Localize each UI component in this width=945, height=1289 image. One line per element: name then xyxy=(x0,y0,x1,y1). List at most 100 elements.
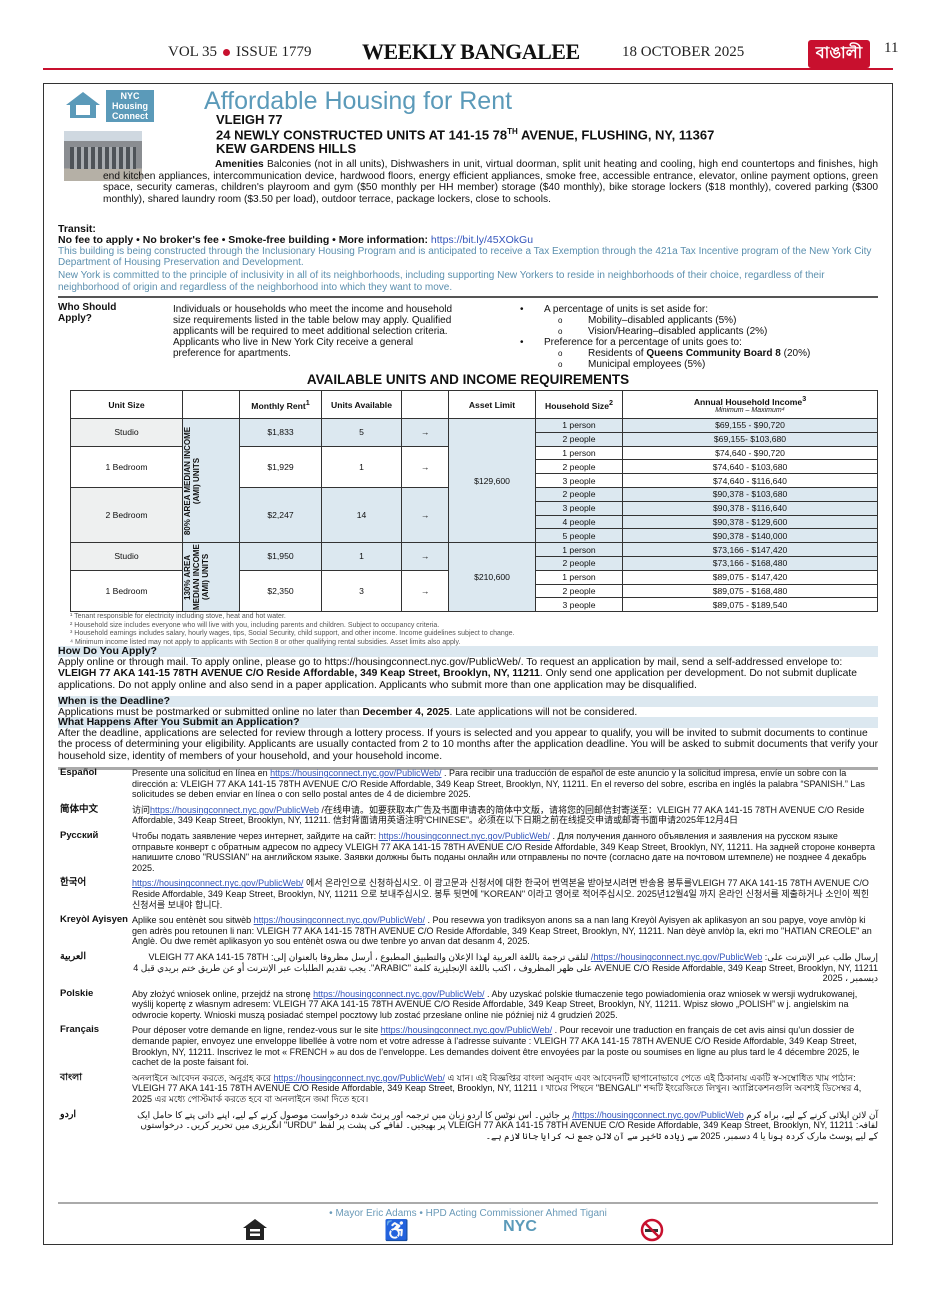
preference-subitem: Municipal employees (5%) xyxy=(518,359,878,370)
income-range-cell: $74,640 - $90,720 xyxy=(622,445,878,461)
application-link[interactable]: https://housingconnect.nyc.gov/PublicWeb… xyxy=(253,915,426,926)
language-text: https://housingconnect.nyc.gov/PublicWeb… xyxy=(132,878,878,910)
setaside-item: A percentage of units is set aside for: xyxy=(518,304,878,315)
sup: 1 xyxy=(305,398,310,407)
arrow-cell: → xyxy=(401,486,449,544)
rent-label: Monthly Rent xyxy=(251,400,306,411)
translation-text: Pour déposer votre demande en ligne, ren… xyxy=(132,1025,381,1036)
arrow-cell: → xyxy=(401,445,449,488)
income-range-cell: $89,075 - $147,420 xyxy=(622,569,878,585)
who-heading: Who Should Apply? xyxy=(58,302,117,324)
language-name: اردو xyxy=(60,1108,77,1120)
household-size-cell: 3 people xyxy=(535,473,623,488)
masthead: VOL 35 ISSUE 1779 WEEKLY BANGALEE 18 OCTO… xyxy=(0,38,945,70)
table-row: 3 people $74,640 - $116,640 xyxy=(71,473,878,488)
neighborhood: KEW GARDENS HILLS xyxy=(216,141,357,157)
how-pre: Apply online or through mail. To apply o… xyxy=(58,657,843,668)
divider xyxy=(58,296,878,298)
rent-cell: $1,929 xyxy=(239,445,322,488)
newspaper-logo: বাঙালী xyxy=(808,40,870,68)
language-name: العربية xyxy=(60,950,86,962)
table-row: 2 people $89,075 - $168,480 xyxy=(71,583,878,599)
unit-size-cell: 1 Bedroom xyxy=(70,569,183,613)
language-text: Чтобы подать заявление через интернет, з… xyxy=(132,831,878,873)
logo-line: Housing xyxy=(112,101,148,111)
language-text: آن لائن اپلائی کرنے کے لیے، براہ کرم htt… xyxy=(132,1110,878,1142)
newspaper-name: WEEKLY BANGALEE xyxy=(362,39,580,64)
income-range-cell: $89,075 - $189,540 xyxy=(622,597,878,613)
how-post: . Only send one application per developm… xyxy=(58,668,857,691)
household-size-cell: 2 people xyxy=(535,459,623,475)
application-link[interactable]: https://housingconnect.nyc.gov/PublicWeb xyxy=(150,804,319,815)
header-hh: Household Size2 xyxy=(535,390,623,419)
income-range-cell: $73,166 - $168,480 xyxy=(622,555,878,571)
amenities-label: Amenities xyxy=(215,159,264,170)
table-heading: AVAILABLE UNITS AND INCOME REQUIREMENTS xyxy=(306,372,630,387)
application-link[interactable]: https://housingconnect.nyc.gov/PublicWeb… xyxy=(132,878,304,889)
application-link[interactable]: https://housingconnect.nyc.gov/PublicWeb… xyxy=(572,1109,744,1120)
rent-cell: $1,950 xyxy=(239,542,322,571)
amenities: Amenities Balconies (not in all units), … xyxy=(103,159,878,205)
ami-cell: 130% AREA MEDIAN INCOME (AMI) UNITS xyxy=(182,542,240,613)
nyc-hpd-logo: NYC xyxy=(503,1218,537,1235)
how-text: Apply online or through mail. To apply o… xyxy=(58,657,878,691)
accessibility-icon: ♿ xyxy=(384,1220,409,1242)
program-text: This building is being constructed throu… xyxy=(58,246,872,268)
language-block: Kreyòl Ayisyen Aplike sou entènèt sou sit… xyxy=(58,914,878,947)
language-name: Polskie xyxy=(60,987,94,999)
application-link[interactable]: https://housingconnect.nyc.gov/PublicWeb… xyxy=(313,988,485,999)
rent-cell: $1,833 xyxy=(239,418,322,447)
table-row: 3 people $90,378 - $116,640 xyxy=(71,500,878,516)
household-size-cell: 1 person xyxy=(535,445,623,461)
logo-line: Connect xyxy=(112,111,148,121)
income-label: Annual Household Income xyxy=(693,396,803,407)
language-text: إرسال طلب عبر الإنترنت على: https://hous… xyxy=(132,952,878,984)
application-link[interactable]: https://housingconnect.nyc.gov/PublicWeb… xyxy=(590,951,763,962)
header-unit-size: Unit Size xyxy=(70,390,183,419)
deadline-date: December 4, 2025 xyxy=(362,707,450,718)
household-size-cell: 2 people xyxy=(535,555,623,571)
table-row: 1 Bedroom $2,350 3 → 1 person $89,075 - $147,… xyxy=(70,569,878,613)
income-range-cell: $69,155- $103,680 xyxy=(622,431,878,447)
housing-connect-logo: NYC Housing Connect xyxy=(64,90,154,122)
building-address: 24 NEWLY CONSTRUCTED UNITS AT 141-15 78T… xyxy=(216,125,866,156)
language-block: Español Presente una solicitud en línea e… xyxy=(58,767,878,800)
translation-text: . Pour recevoir une traduction en frança… xyxy=(132,1025,860,1068)
header-rent: Monthly Rent1 xyxy=(239,390,322,419)
income-range-cell: $90,378 - $116,640 xyxy=(622,500,878,516)
application-link[interactable]: https://housingconnect.nyc.gov/PublicWeb… xyxy=(380,1025,553,1036)
deadline-pre: Applications must be postmarked or submi… xyxy=(58,707,363,718)
ami-cell: 80% AREA MEDIAN INCOME (AMI) UNITS xyxy=(182,417,240,544)
table-row: 2 Bedroom $2,247 14 → 2 people $90,378 - $103… xyxy=(70,486,878,544)
pref-text: (20%) xyxy=(780,348,811,359)
units-available-cell: 5 xyxy=(321,418,402,447)
table-header-row: Unit Size Monthly Rent1 Units Available … xyxy=(70,390,878,419)
income-range-cell: $73,166 - $147,420 xyxy=(622,542,878,557)
after-text: After the deadline, applications are sel… xyxy=(58,728,879,762)
translation-text: . Для получения данного объявления и зая… xyxy=(132,830,876,873)
header-asset: Asset Limit xyxy=(448,390,536,419)
application-link[interactable]: https://housingconnect.nyc.gov/PublicWeb… xyxy=(378,830,551,841)
translation-text: Aplike sou entènèt sou sitwèb xyxy=(132,915,254,926)
language-text: অনলাইনে আবেদন করতে, অনুগ্রহ করে https://… xyxy=(132,1073,878,1105)
fees-line: No fee to apply • No broker's fee • Smok… xyxy=(58,235,878,246)
how-heading: How Do You Apply? xyxy=(58,646,878,657)
language-block: 简体中文 访问https://housingconnect.nyc.gov/Pub… xyxy=(58,804,878,826)
header-rule xyxy=(43,68,893,70)
translations: Español Presente una solicitud en línea e… xyxy=(58,767,878,1146)
language-name: বাংলা xyxy=(60,1071,82,1083)
units-available-cell: 1 xyxy=(321,542,402,571)
language-block: বাংলা অনলাইনে আবেদন করতে, অনুগ্রহ করে htt… xyxy=(58,1071,878,1105)
more-info-link[interactable]: https://bit.ly/45XOkGu xyxy=(430,234,534,246)
language-text: Pour déposer votre demande en ligne, ren… xyxy=(132,1025,878,1067)
volume: VOL 35 xyxy=(168,44,218,60)
translation-text: . Pou resevwa yon tradiksyon anons sa a … xyxy=(132,915,872,947)
application-link[interactable]: https://housingconnect.nyc.gov/PublicWeb… xyxy=(273,1072,445,1083)
ad-title: Affordable Housing for Rent xyxy=(204,87,513,115)
unit-size-cell: 1 Bedroom xyxy=(70,445,183,488)
application-link[interactable]: https://housingconnect.nyc.gov/PublicWeb… xyxy=(270,768,442,778)
translation-text: 访问 xyxy=(132,804,151,815)
table-row: 2 people $73,166 - $168,480 xyxy=(71,555,878,571)
officials-line: • Mayor Eric Adams • HPD Acting Commissi… xyxy=(329,1208,607,1219)
table-row: 4 people $90,378 - $129,600 xyxy=(71,514,878,530)
